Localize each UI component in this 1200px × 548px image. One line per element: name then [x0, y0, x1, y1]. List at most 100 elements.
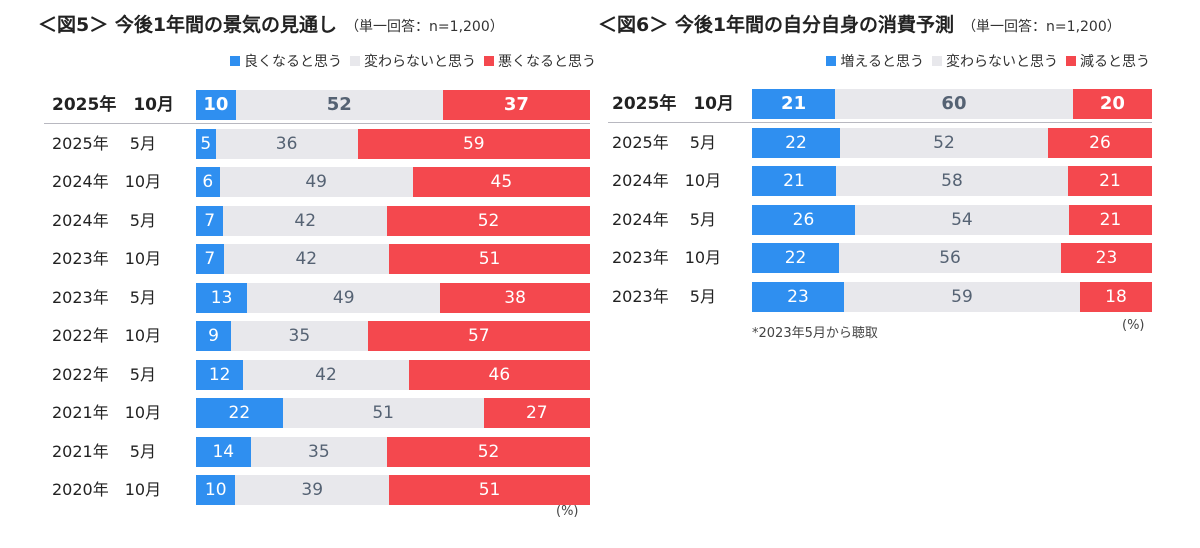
chart-title: ＜図6＞ 今後1年間の自分自身の消費予測 （単一回答：n=1,200）	[598, 10, 1121, 37]
bar-segment: 26	[1048, 127, 1152, 158]
legend-label: 変わらないと思う	[364, 54, 476, 70]
chart-subtitle: （単一回答：n=1,200）	[962, 19, 1121, 35]
row-label: 2024年 10月	[52, 172, 162, 191]
bar-segment: 23	[1060, 243, 1152, 273]
legend-swatch	[484, 56, 494, 66]
bar-segment: 54	[854, 204, 1069, 235]
bar-segment: 21	[752, 89, 836, 119]
separator-line	[608, 122, 1152, 123]
unit-label: (%)	[556, 504, 579, 519]
legend-label: 変わらないと思う	[946, 54, 1058, 70]
legend-item: 減ると思う	[1066, 51, 1150, 71]
bar-segment: 22	[196, 398, 283, 428]
legend-label: 減ると思う	[1080, 54, 1150, 70]
row-label: 2022年 5月	[52, 364, 156, 384]
bar-segment: 18	[1080, 281, 1152, 312]
unit-label: (%)	[1122, 318, 1145, 333]
bar-segment: 7	[196, 244, 224, 274]
bar-segment: 52	[235, 90, 443, 120]
bar-segment: 21	[1068, 204, 1152, 235]
bar-segment: 26	[752, 204, 855, 235]
bar-segment: 51	[389, 475, 590, 505]
bar-segment: 13	[196, 282, 248, 313]
legend-swatch	[826, 56, 837, 66]
chart-title-text: ＜図5＞ 今後1年間の景気の見通し	[38, 14, 338, 36]
bar-segment: 59	[357, 128, 590, 159]
bar-segment: 6	[196, 167, 220, 197]
bar-segment: 9	[196, 321, 232, 351]
legend-swatch	[1066, 56, 1076, 66]
bar-segment: 52	[387, 205, 590, 236]
chart-title-text: ＜図6＞ 今後1年間の自分自身の消費予測	[598, 14, 955, 36]
bar-segment: 14	[196, 436, 251, 467]
row-label: 2023年 10月	[52, 249, 162, 268]
legend-item: 変わらないと思う	[350, 51, 476, 71]
bar-segment: 59	[844, 281, 1080, 312]
row-label: 2020年 10月	[52, 480, 162, 499]
bar-segment: 22	[752, 127, 840, 158]
bar-segment: 52	[840, 127, 1048, 158]
legend-label: 悪くなると思う	[498, 54, 596, 70]
bar-segment: 39	[235, 475, 390, 505]
bar-segment: 46	[408, 359, 590, 390]
legend-item: 変わらないと思う	[932, 51, 1058, 71]
row-label: 2023年 10月	[612, 248, 722, 267]
bar-segment: 56	[839, 243, 1061, 273]
row-label: 2024年 5月	[612, 209, 716, 229]
chart-subtitle: （単一回答：n=1,200）	[345, 19, 504, 35]
legend-swatch	[350, 56, 360, 66]
bar-segment: 52	[387, 436, 590, 467]
bar-segment: 7	[196, 205, 224, 236]
bar-segment: 60	[835, 89, 1073, 119]
bar-segment: 35	[250, 436, 388, 467]
bar-segment: 37	[442, 90, 590, 120]
bar-segment: 27	[483, 398, 590, 428]
bar-segment: 51	[282, 398, 484, 428]
row-label: 2025年 5月	[612, 132, 716, 152]
row-label: 2024年 5月	[52, 210, 156, 230]
bar-segment: 49	[247, 282, 441, 313]
bar-segment: 38	[440, 282, 590, 313]
separator-line	[44, 123, 590, 124]
chart-legend: 良くなると思う 変わらないと思う 悪くなると思う	[222, 51, 596, 71]
bar-segment: 57	[367, 321, 590, 351]
bar-segment: 12	[196, 359, 244, 390]
bar-segment: 51	[389, 244, 590, 274]
row-label: 2025年 5月	[52, 133, 156, 153]
bar-segment: 5	[196, 128, 216, 159]
row-label: 2024年 10月	[612, 171, 722, 190]
legend-item: 良くなると思う	[230, 51, 342, 71]
bar-segment: 23	[752, 281, 844, 312]
legend-swatch	[230, 56, 240, 66]
row-label: 2022年 10月	[52, 326, 162, 345]
bar-segment: 42	[223, 244, 390, 274]
legend-swatch	[932, 56, 942, 66]
bar-segment: 22	[752, 243, 840, 273]
row-label: 2025年 10月	[612, 94, 734, 114]
bar-segment: 45	[412, 167, 590, 197]
row-label: 2023年 5月	[612, 286, 716, 306]
bar-segment: 42	[243, 359, 409, 390]
bar-segment: 42	[223, 205, 388, 236]
bar-segment: 21	[1068, 166, 1152, 196]
bar-segment: 21	[752, 166, 836, 196]
legend-label: 良くなると思う	[244, 54, 342, 70]
row-label: 2021年 10月	[52, 403, 162, 422]
bar-segment: 36	[215, 128, 358, 159]
bar-segment: 58	[836, 166, 1068, 196]
bar-segment: 10	[196, 475, 236, 505]
row-label: 2021年 5月	[52, 441, 156, 461]
legend-item: 増えると思う	[826, 51, 924, 71]
chart-panel-economy-outlook: ＜図5＞ 今後1年間の景気の見通し （単一回答：n=1,200） 良くなると思う 変…	[38, 10, 596, 519]
row-label: 2025年 10月	[52, 95, 174, 115]
bar-segment: 10	[196, 90, 236, 120]
chart-panel-consumption-forecast: ＜図6＞ 今後1年間の自分自身の消費予測 （単一回答：n=1,200） 増えると思…	[598, 0, 1200, 548]
legend-label: 増えると思う	[840, 54, 924, 70]
bar-segment: 35	[231, 321, 368, 351]
bar-segment: 20	[1072, 89, 1152, 119]
chart-title: ＜図5＞ 今後1年間の景気の見通し （単一回答：n=1,200）	[38, 10, 504, 37]
chart-legend: 増えると思う 変わらないと思う 減ると思う	[818, 51, 1150, 71]
footnote: *2023年5月から聴取	[752, 326, 878, 341]
bar-segment: 49	[219, 167, 413, 197]
row-label: 2023年 5月	[52, 287, 156, 307]
